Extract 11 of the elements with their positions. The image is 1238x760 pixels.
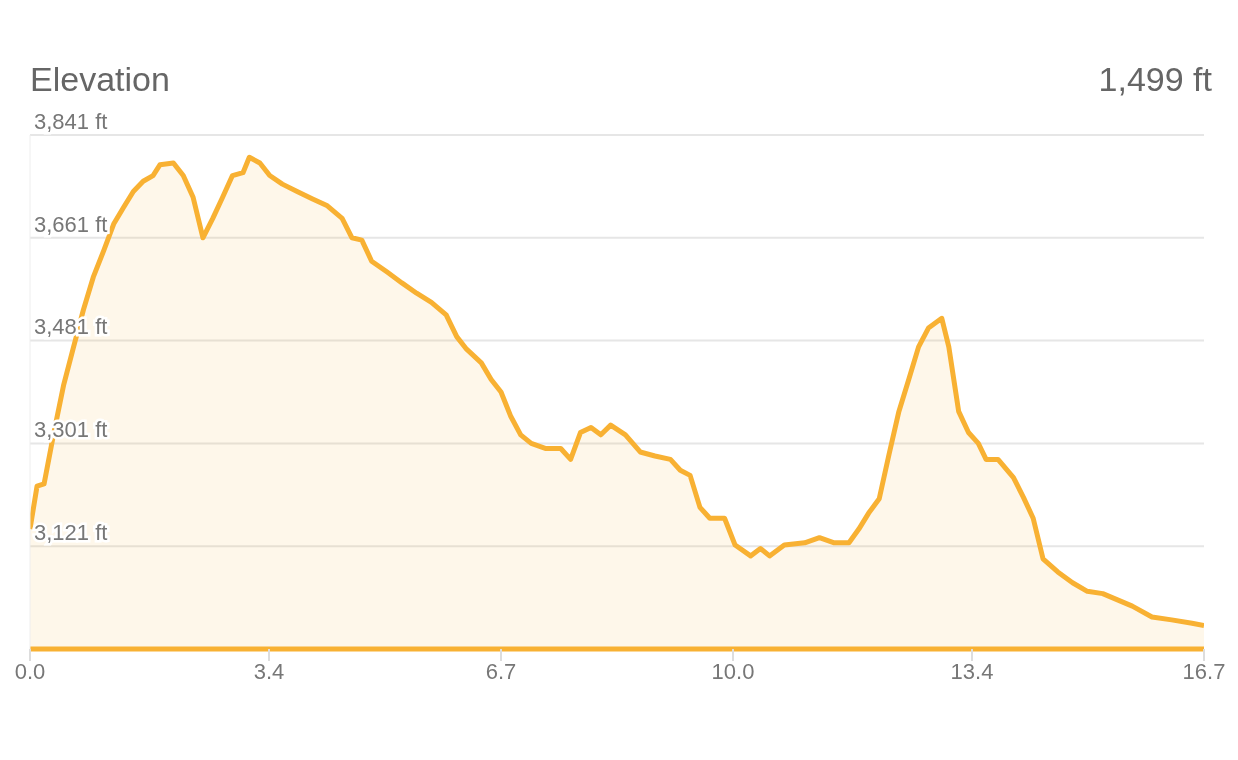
x-tick-label: 13.4 <box>950 658 994 684</box>
x-tick-label: 16.7 <box>1182 658 1226 684</box>
chart-title: Elevation <box>30 60 170 99</box>
x-tick-label: 6.7 <box>485 658 517 684</box>
text: 1,499 ft <box>1098 60 1212 99</box>
x-tick-label: 0.0 <box>14 658 46 684</box>
x-tick-label: 3.4 <box>253 658 285 684</box>
y-tick-label: 3,121 ft <box>34 520 108 546</box>
y-tick-label: 3,841 ft <box>34 108 108 134</box>
x-tick-label: 10.0 <box>711 658 755 684</box>
y-tick-label: 3,661 ft <box>34 211 108 237</box>
